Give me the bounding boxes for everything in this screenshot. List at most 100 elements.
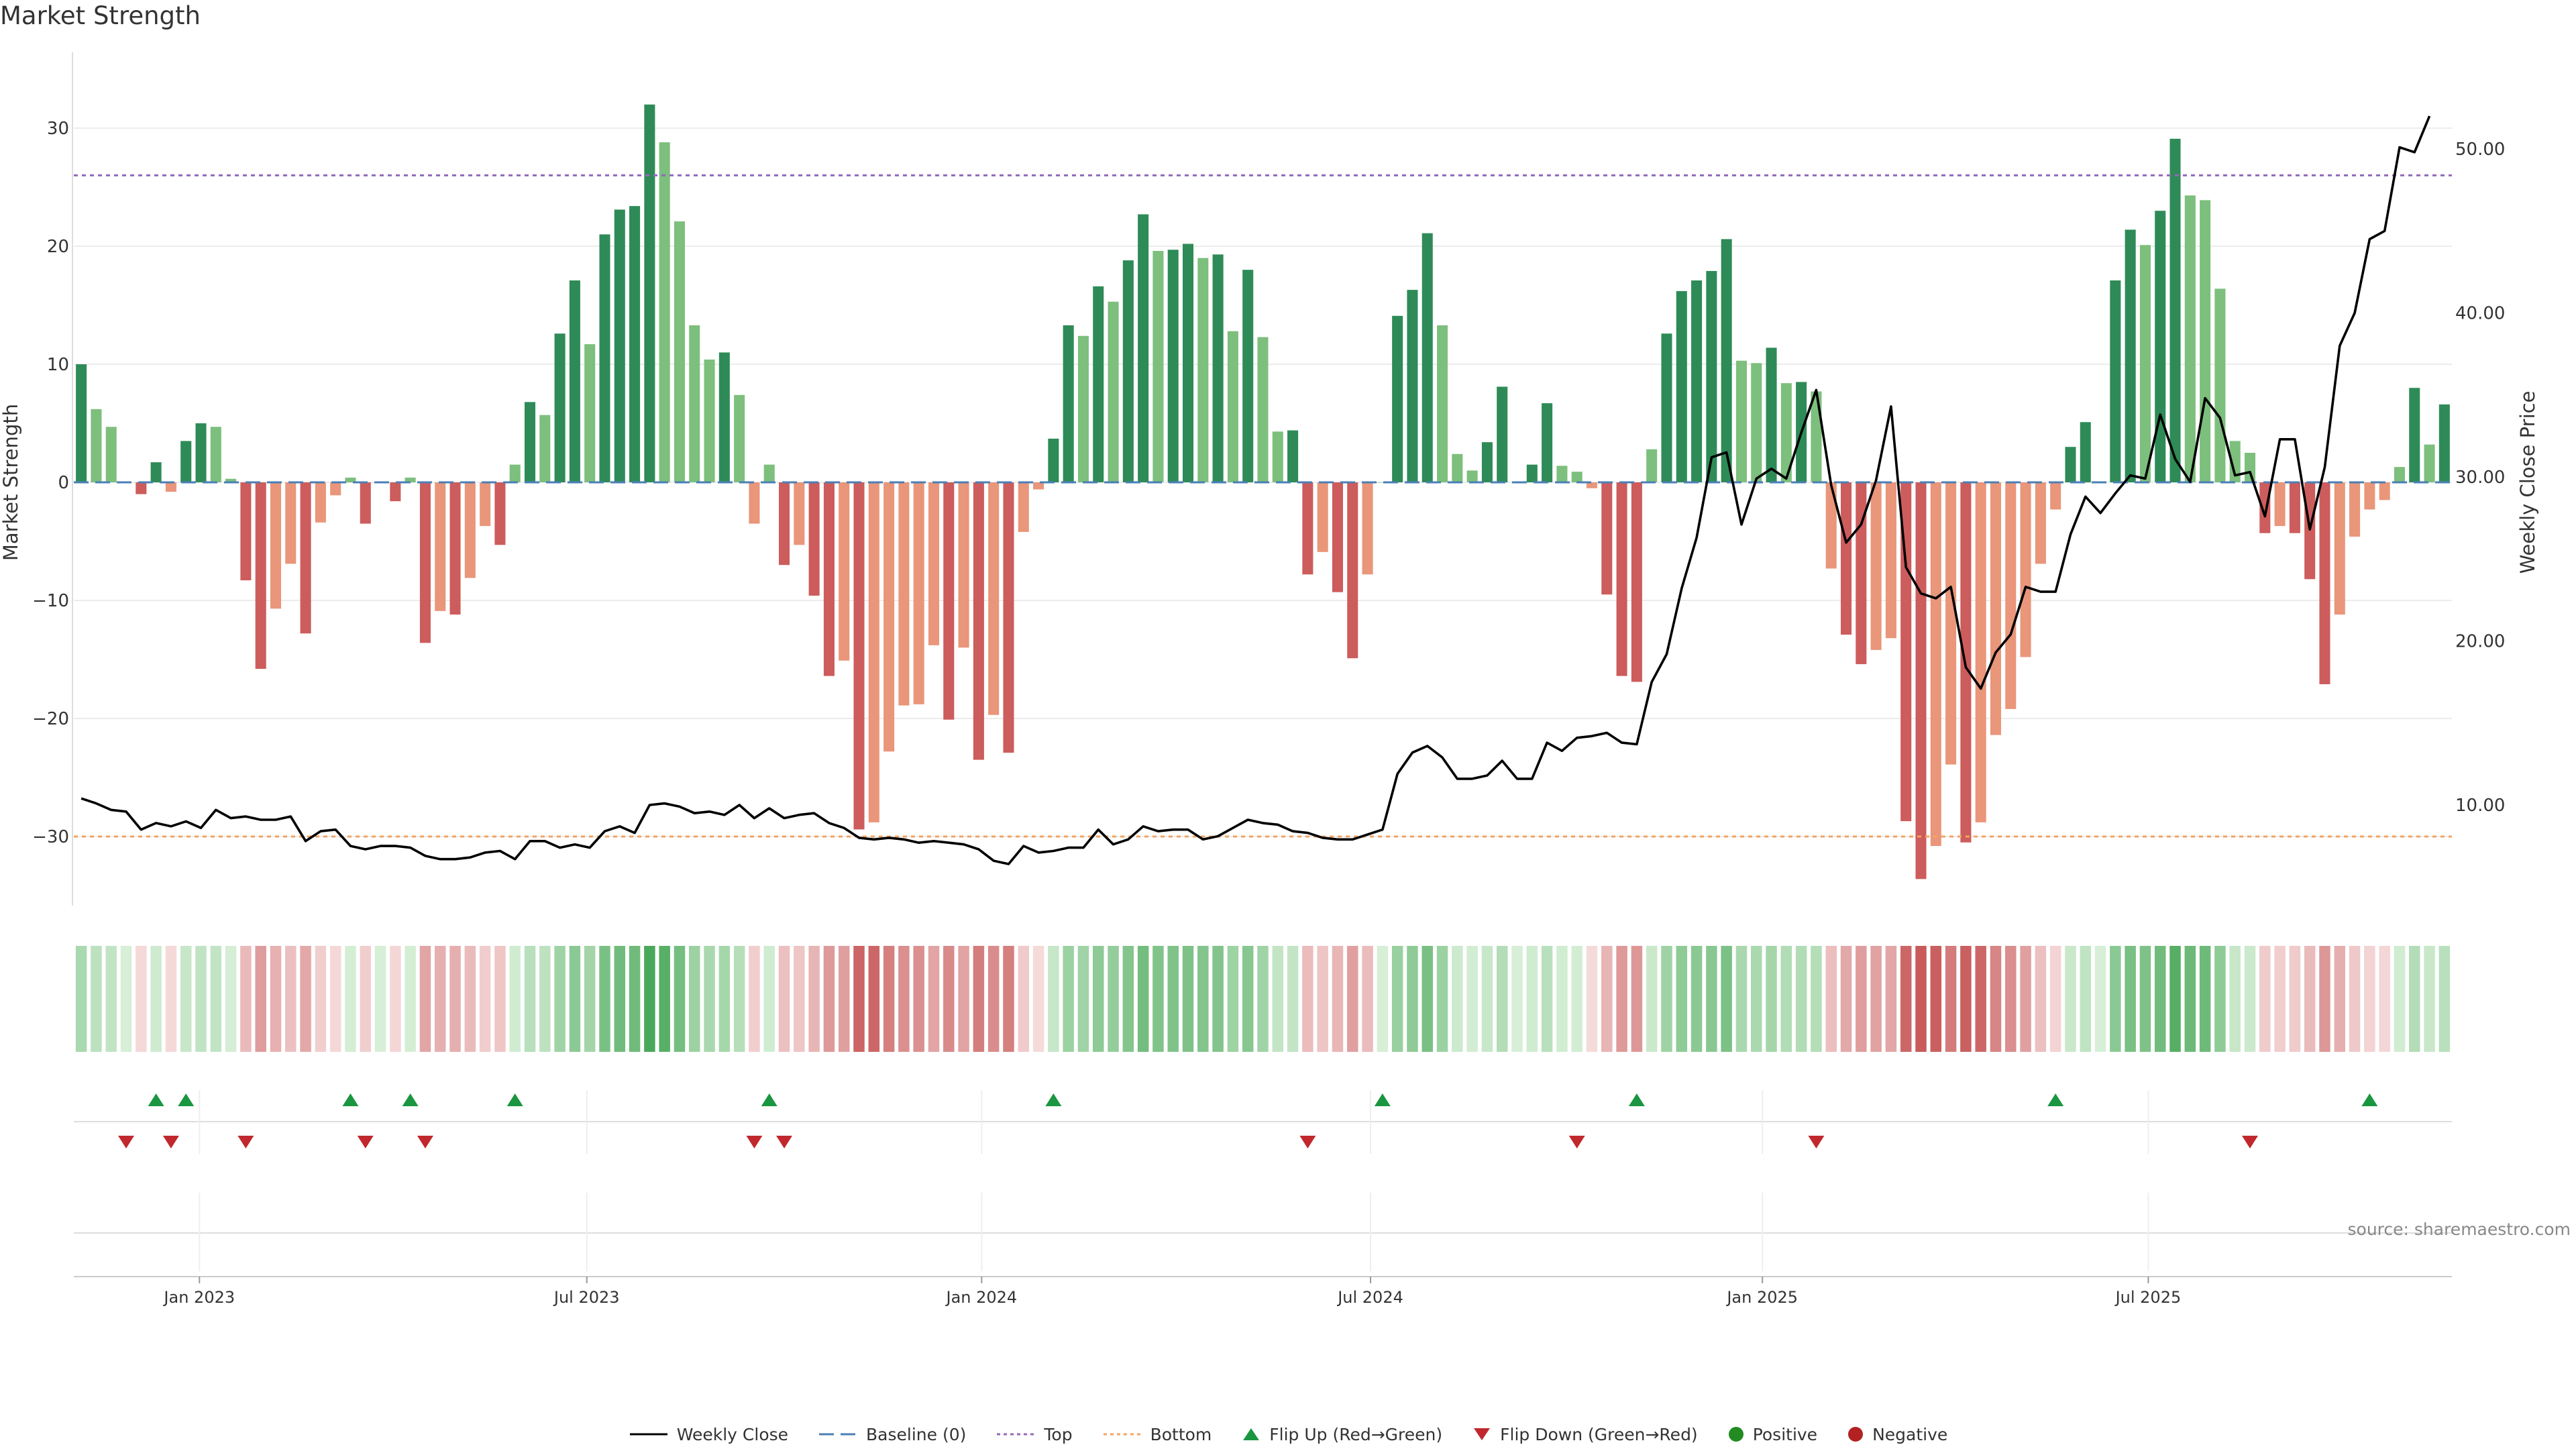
- positive-bar: [1780, 383, 1792, 482]
- heat-cell: [644, 946, 655, 1052]
- heat-cell: [1003, 946, 1014, 1052]
- heat-cell: [689, 946, 700, 1052]
- legend-label: Flip Up (Red→Green): [1269, 1424, 1443, 1444]
- negative-bar: [435, 482, 446, 611]
- negative-bar: [779, 482, 790, 566]
- positive-bar: [1122, 260, 1134, 482]
- legend-flip-down[interactable]: Flip Down (Green→Red): [1472, 1425, 1698, 1444]
- positive-bar: [1227, 331, 1238, 482]
- legend-bottom[interactable]: Bottom: [1102, 1425, 1212, 1444]
- negative-bar: [1900, 482, 1912, 822]
- negative-bar: [2379, 482, 2390, 500]
- flip-down-marker: [237, 1136, 254, 1148]
- heat-cell: [2274, 946, 2286, 1052]
- heat-cell: [674, 946, 686, 1052]
- heat-cell: [2319, 946, 2330, 1052]
- heat-cell: [434, 946, 446, 1052]
- legend-weekly-close[interactable]: Weekly Close: [629, 1425, 788, 1444]
- heat-cell: [1377, 946, 1389, 1052]
- positive-bar: [659, 142, 670, 482]
- positive-bar: [1167, 250, 1179, 482]
- negative-bar: [360, 482, 371, 524]
- dotted-line-swatch-icon: [997, 1433, 1035, 1436]
- triangle-up-icon: [1243, 1428, 1260, 1440]
- positive-bar: [644, 104, 655, 483]
- heat-cell: [419, 946, 431, 1052]
- positive-bar: [718, 352, 730, 482]
- heat-cell: [898, 946, 910, 1052]
- y2-tick-label: 30.00: [2455, 468, 2505, 488]
- legend-baseline[interactable]: Baseline (0): [818, 1425, 966, 1444]
- positive-bar: [1706, 270, 1717, 482]
- negative-bar: [136, 482, 147, 494]
- heat-cell: [853, 946, 865, 1052]
- negative-bar: [2349, 482, 2361, 537]
- y2-tick-label: 50.00: [2455, 140, 2505, 160]
- negative-bar: [1870, 482, 1882, 650]
- legend-negative[interactable]: Negative: [1847, 1425, 1947, 1444]
- dashed-line-swatch-icon: [819, 1433, 857, 1436]
- heat-cell: [1721, 946, 1732, 1052]
- heat-cell: [464, 946, 476, 1052]
- flip-up-marker: [178, 1093, 195, 1106]
- x-tick-label: Jan 2023: [162, 1288, 235, 1307]
- heat-cell: [838, 946, 850, 1052]
- flip-down-marker: [417, 1136, 433, 1148]
- heat-cell: [1766, 946, 1777, 1052]
- heat-cell: [1511, 946, 1523, 1052]
- heat-cell: [2289, 946, 2301, 1052]
- heat-cell: [808, 946, 820, 1052]
- legend-top[interactable]: Top: [996, 1425, 1073, 1444]
- reference-lines: [74, 174, 2452, 838]
- heat-cell: [210, 946, 222, 1052]
- heat-cell: [763, 946, 775, 1052]
- heat-cell: [315, 946, 327, 1052]
- negative-bar: [928, 482, 940, 645]
- heat-cell: [1272, 946, 1284, 1052]
- positive-bar: [1287, 430, 1299, 482]
- positive-bar: [1735, 360, 1747, 482]
- heat-cell: [749, 946, 760, 1052]
- positive-bar: [150, 462, 162, 482]
- heat-cell: [1257, 946, 1269, 1052]
- flip-up-marker: [1045, 1093, 1062, 1106]
- line-swatch-icon: [629, 1433, 667, 1436]
- negative-bar: [868, 482, 879, 822]
- y2-tick-label: 10.00: [2455, 796, 2505, 816]
- negative-bar: [883, 482, 895, 752]
- negative-bar: [390, 482, 401, 502]
- positive-bar: [1691, 280, 1703, 482]
- negative-bar: [1616, 482, 1627, 676]
- positive-bar: [763, 464, 775, 482]
- flip-up-marker: [506, 1093, 523, 1106]
- positive-bar: [1242, 270, 1254, 482]
- heat-cell: [539, 946, 551, 1052]
- negative-bar: [1347, 482, 1358, 659]
- flip-down-marker: [118, 1136, 135, 1148]
- negative-bar: [1601, 482, 1613, 595]
- legend-positive[interactable]: Positive: [1727, 1425, 1817, 1444]
- positive-bar: [674, 221, 685, 482]
- heat-cell: [868, 946, 880, 1052]
- negative-bar: [1945, 482, 1957, 765]
- positive-bar: [554, 333, 566, 482]
- heat-cell: [1063, 946, 1074, 1052]
- positive-bar: [1392, 315, 1403, 482]
- flip-down-marker: [162, 1136, 179, 1148]
- heat-cell: [1541, 946, 1553, 1052]
- heat-cell: [1018, 946, 1030, 1052]
- flip-down-marker: [776, 1136, 793, 1148]
- heat-cell: [1526, 946, 1538, 1052]
- heat-cell: [584, 946, 596, 1052]
- positive-bar: [1421, 233, 1433, 482]
- flip-up-marker: [2047, 1093, 2064, 1106]
- heat-cell: [913, 946, 924, 1052]
- positive-bar: [2139, 245, 2151, 482]
- negative-bar: [1033, 482, 1044, 490]
- heat-cell: [2005, 946, 2017, 1052]
- y-tick-label: 0: [58, 473, 69, 493]
- negative-bar: [494, 482, 506, 545]
- legend-flip-up[interactable]: Flip Up (Red→Green): [1241, 1425, 1442, 1444]
- heat-cell: [1212, 946, 1224, 1052]
- heat-cell: [1556, 946, 1568, 1052]
